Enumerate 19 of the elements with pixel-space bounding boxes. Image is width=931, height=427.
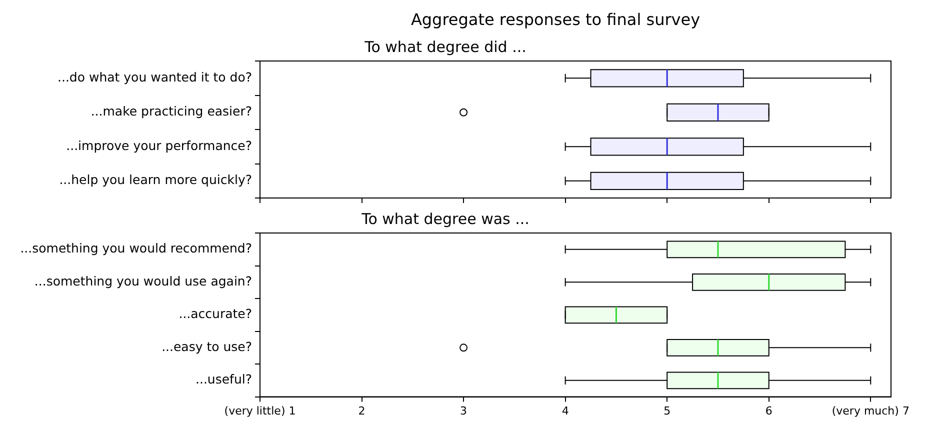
x-tick-label: 4 <box>562 404 569 418</box>
x-tick-label: (very much) 7 <box>832 404 910 418</box>
y-tick-label: ...help you learn more quickly? <box>59 172 252 188</box>
y-tick-label: ...make practicing easier? <box>90 104 252 119</box>
y-tick-label: ...useful? <box>196 372 252 387</box>
x-tick-label: 2 <box>358 404 366 418</box>
y-tick-label: ...something you would use again? <box>34 273 252 288</box>
y-tick-label: ...do what you wanted it to do? <box>58 69 252 84</box>
y-tick-label: ...something you would recommend? <box>20 240 252 256</box>
chart-title: Aggregate responses to final survey <box>410 9 702 31</box>
x-tick-label: 5 <box>664 404 671 418</box>
chart-title: To what degree was ... <box>360 210 530 228</box>
y-tick-label: ...improve your performance? <box>66 138 252 153</box>
x-tick-label: 6 <box>765 404 772 418</box>
chart-subtitle: To what degree did ... <box>364 38 526 56</box>
y-tick-label: ...easy to use? <box>162 338 252 354</box>
x-tick-label: (very little) 1 <box>224 404 296 418</box>
y-tick-label: ...accurate? <box>178 306 252 322</box>
x-tick-label: 3 <box>460 404 468 418</box>
